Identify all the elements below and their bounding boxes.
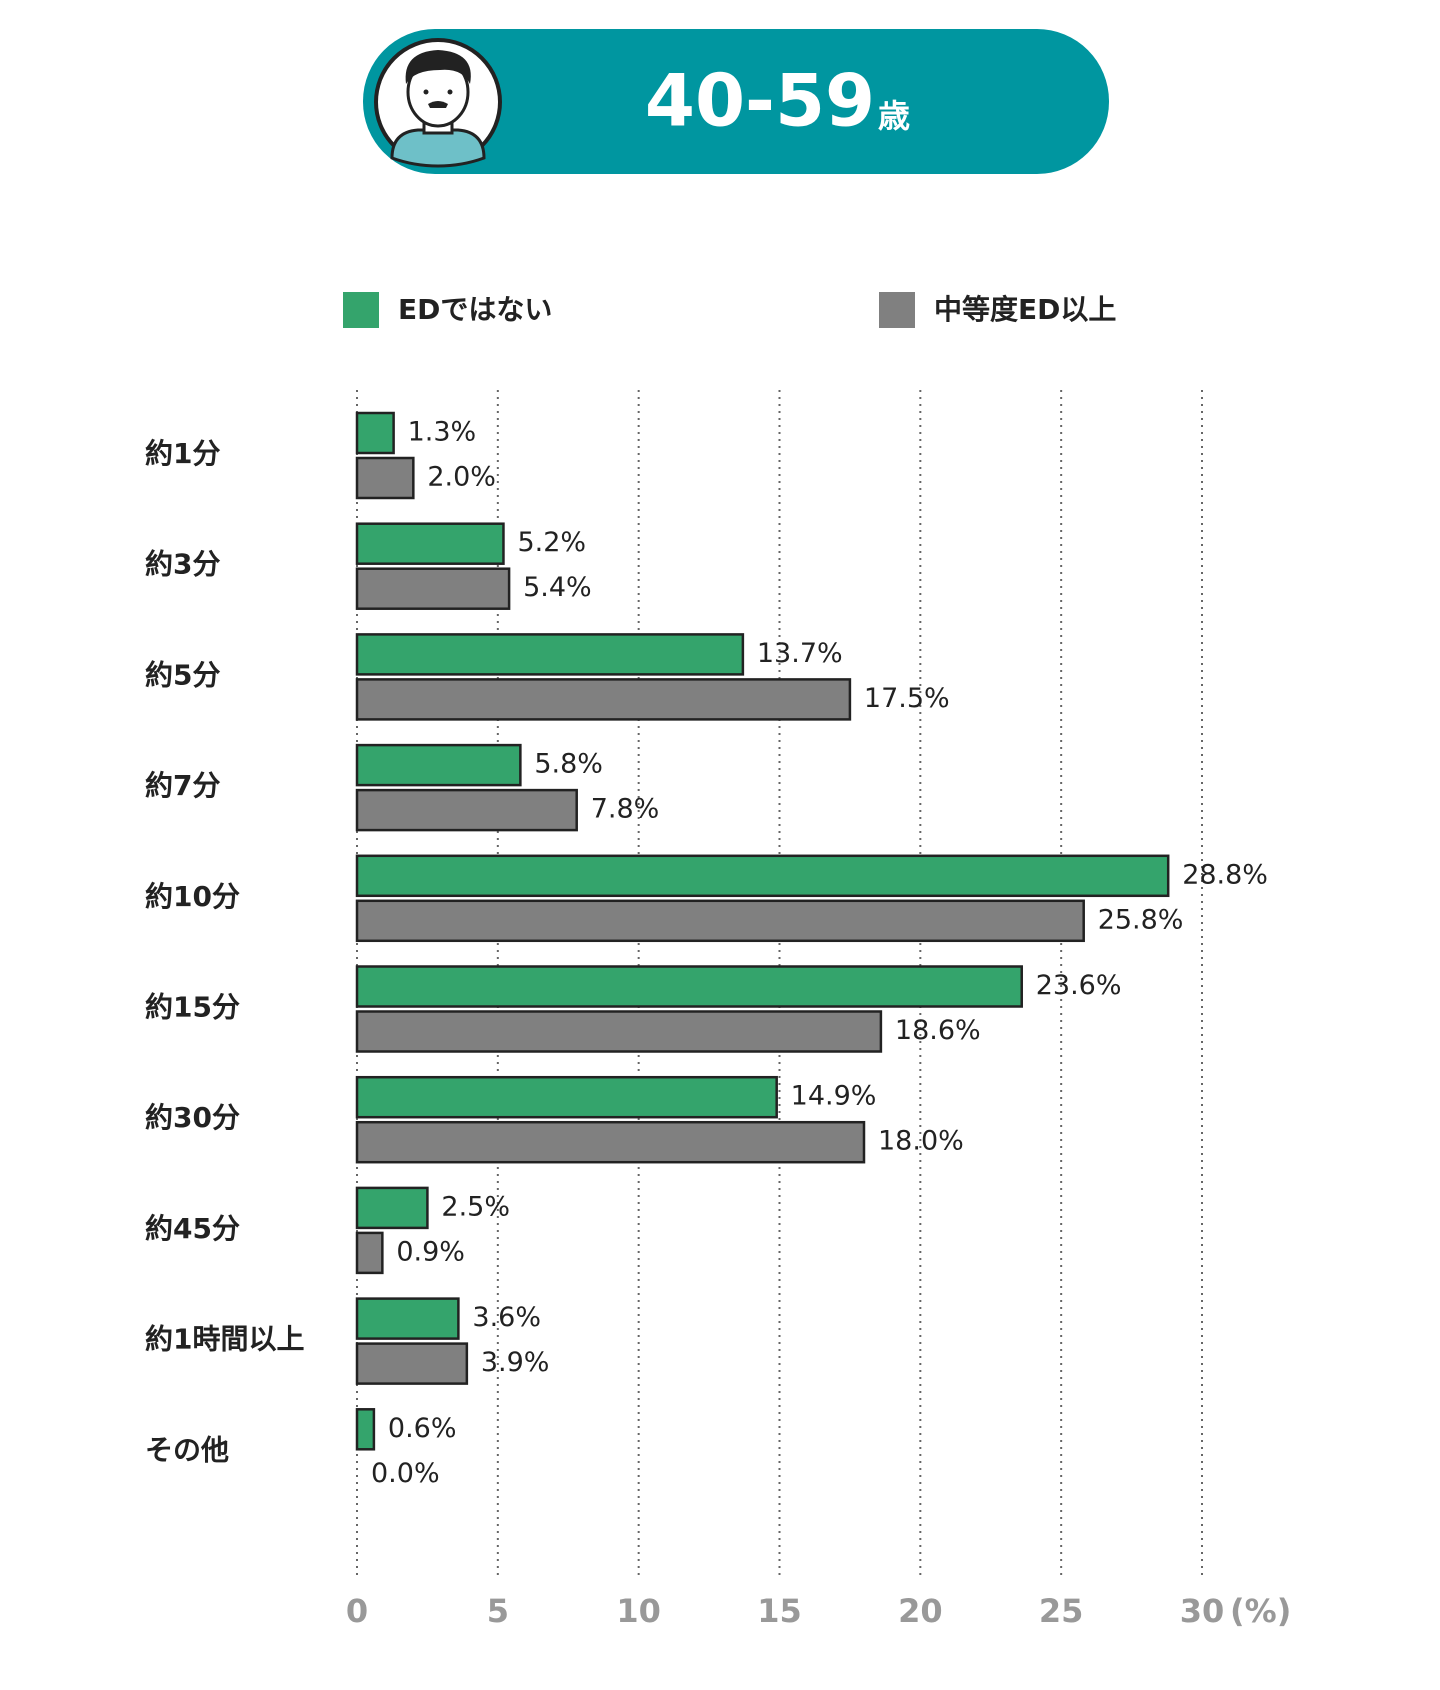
avatar — [370, 34, 506, 170]
value-label: 2.5% — [441, 1191, 510, 1222]
title-unit: 歳 — [878, 97, 910, 135]
bar — [355, 1120, 866, 1164]
value-label: 2.0% — [427, 462, 496, 493]
x-tick-label: 0 — [346, 1592, 368, 1630]
value-label: 5.2% — [517, 527, 586, 558]
bar — [355, 1231, 384, 1275]
category-label: 約7分 — [145, 769, 220, 802]
legend-swatch — [343, 292, 379, 328]
legend-label: 中等度ED以上 — [934, 293, 1116, 326]
bar — [355, 743, 522, 787]
category-label: 約3分 — [145, 548, 220, 581]
bar — [355, 678, 852, 721]
bar — [355, 633, 745, 676]
bar — [355, 899, 1085, 943]
bar — [355, 456, 415, 500]
legend-label: EDではない — [398, 293, 552, 326]
value-label: 0.6% — [388, 1413, 457, 1444]
bar — [355, 567, 511, 610]
bar — [355, 1186, 429, 1230]
x-tick-label: 10 — [616, 1592, 661, 1630]
x-tick-label: 15 — [757, 1592, 802, 1630]
x-tick-label: 5 — [487, 1592, 509, 1630]
category-label: 約5分 — [145, 658, 220, 691]
bar — [355, 1010, 883, 1053]
bar — [355, 854, 1170, 898]
value-label: 18.6% — [895, 1015, 981, 1046]
title: 40-59 — [645, 59, 875, 143]
category-label: その他 — [145, 1433, 229, 1466]
x-tick-label: 25 — [1039, 1592, 1084, 1630]
value-label: 28.8% — [1182, 859, 1268, 890]
value-label: 1.3% — [408, 417, 477, 448]
bar — [355, 411, 395, 455]
category-label: 約30分 — [145, 1101, 240, 1134]
legend-swatch — [879, 292, 915, 328]
bar — [355, 965, 1023, 1008]
bar — [355, 1408, 376, 1451]
category-label: 約1時間以上 — [145, 1323, 304, 1356]
bar — [355, 1075, 778, 1119]
bar — [355, 1342, 469, 1385]
header-pill — [363, 29, 1109, 174]
x-tick-label: 20 — [898, 1592, 943, 1630]
value-label: 23.6% — [1036, 970, 1122, 1001]
x-unit: (%) — [1230, 1592, 1291, 1630]
bar — [355, 788, 578, 832]
value-label: 0.0% — [371, 1458, 440, 1489]
value-label: 17.5% — [864, 683, 950, 714]
value-label: 0.9% — [396, 1236, 465, 1267]
x-tick-label: 30 — [1180, 1592, 1225, 1630]
category-label: 約1分 — [145, 437, 220, 470]
category-label: 約10分 — [145, 880, 240, 913]
value-label: 14.9% — [791, 1081, 877, 1112]
value-label: 5.4% — [523, 572, 592, 603]
value-label: 18.0% — [878, 1126, 964, 1157]
value-label: 13.7% — [757, 638, 843, 669]
category-label: 約45分 — [145, 1212, 240, 1245]
bar — [355, 522, 505, 565]
value-label: 5.8% — [534, 749, 603, 780]
value-label: 25.8% — [1098, 904, 1184, 935]
value-label: 7.8% — [591, 794, 660, 825]
value-label: 3.6% — [472, 1302, 541, 1333]
bar — [355, 1297, 460, 1340]
category-label: 約15分 — [145, 991, 240, 1024]
value-label: 3.9% — [481, 1347, 550, 1378]
